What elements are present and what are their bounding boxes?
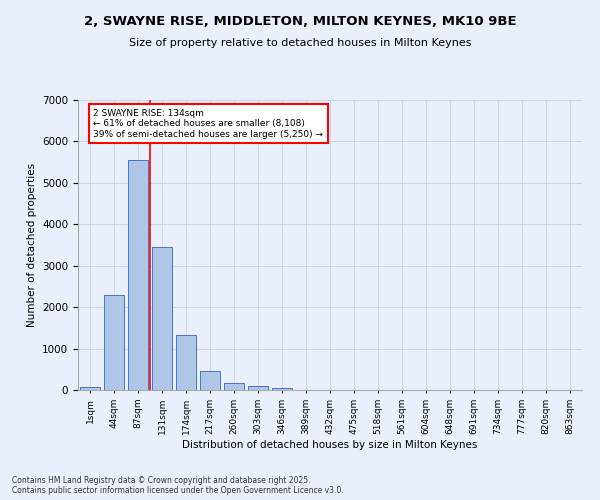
Text: Contains HM Land Registry data © Crown copyright and database right 2025.
Contai: Contains HM Land Registry data © Crown c… <box>12 476 344 495</box>
Text: 2 SWAYNE RISE: 134sqm
← 61% of detached houses are smaller (8,108)
39% of semi-d: 2 SWAYNE RISE: 134sqm ← 61% of detached … <box>93 108 323 138</box>
Bar <box>128 160 148 390</box>
Bar <box>104 294 124 390</box>
Text: 2, SWAYNE RISE, MIDDLETON, MILTON KEYNES, MK10 9BE: 2, SWAYNE RISE, MIDDLETON, MILTON KEYNES… <box>83 15 517 28</box>
Text: Size of property relative to detached houses in Milton Keynes: Size of property relative to detached ho… <box>129 38 471 48</box>
Bar <box>224 383 244 390</box>
Bar <box>200 370 220 390</box>
Y-axis label: Number of detached properties: Number of detached properties <box>26 163 37 327</box>
Bar <box>176 336 196 390</box>
Bar <box>80 387 100 390</box>
X-axis label: Distribution of detached houses by size in Milton Keynes: Distribution of detached houses by size … <box>182 440 478 450</box>
Bar <box>272 388 292 390</box>
Bar <box>248 386 268 390</box>
Bar <box>152 247 172 390</box>
